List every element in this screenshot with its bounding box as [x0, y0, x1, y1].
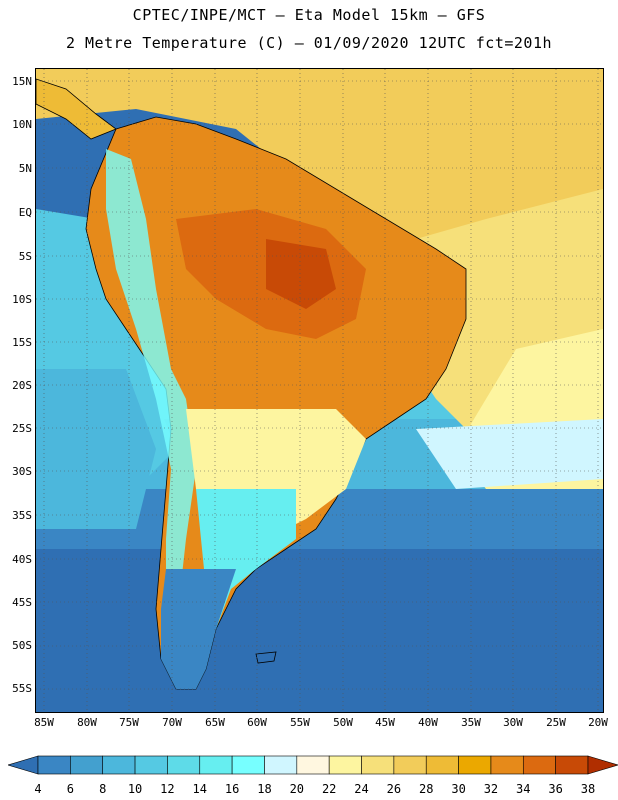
temperature-map — [35, 68, 604, 713]
lat-label: EQ — [18, 206, 32, 219]
lon-label: 85W — [34, 716, 54, 729]
amazon-core — [266, 239, 336, 309]
chart-title: CPTEC/INPE/MCT – Eta Model 15km – GFS — [132, 6, 486, 24]
lat-label: 15N — [12, 75, 32, 88]
lon-label: 50W — [333, 716, 353, 729]
map-grid — [36, 69, 603, 712]
lat-label: 5N — [18, 162, 32, 175]
lat-label: 10N — [12, 118, 32, 131]
lon-label: 75W — [119, 716, 139, 729]
ocean-pacific-mid — [36, 369, 156, 529]
colorbar-label: 34 — [516, 782, 531, 796]
colorbar-label: 20 — [289, 782, 305, 796]
colorbar-label: 38 — [580, 782, 596, 796]
lon-label: 30W — [503, 716, 523, 729]
colorbar-cell — [522, 755, 556, 775]
colorbar-cell — [231, 755, 265, 775]
lon-label: 55W — [290, 716, 310, 729]
colorbar-label: 16 — [224, 782, 240, 796]
lat-label: 45S — [12, 596, 32, 609]
falkland-islands — [255, 651, 277, 664]
colorbar-cell — [296, 755, 330, 775]
colorbar-label: 18 — [257, 782, 272, 796]
colorbar-label: 32 — [483, 782, 499, 796]
colorbar-cell — [199, 755, 233, 775]
colorbar-label: 36 — [548, 782, 563, 796]
lat-label: 35S — [12, 509, 32, 522]
lat-label: 40S — [12, 553, 32, 566]
lat-label: 25S — [12, 422, 32, 435]
colorbar-cell — [134, 755, 168, 775]
lat-label: 55S — [12, 682, 32, 695]
ocean-warm-north — [36, 69, 603, 239]
colorbar-cell — [425, 755, 459, 775]
lat-label: 10S — [12, 293, 32, 306]
andes-cool-strip — [106, 149, 196, 629]
lon-label: 70W — [162, 716, 182, 729]
colorbar — [8, 755, 618, 775]
colorbar-end-high — [587, 755, 618, 775]
patagonia-cold — [161, 569, 236, 689]
colorbar-label: 8 — [99, 782, 107, 796]
colorbar-label: 26 — [386, 782, 402, 796]
lon-label: 40W — [418, 716, 438, 729]
lon-label: 60W — [247, 716, 267, 729]
colorbar-label: 28 — [419, 782, 434, 796]
colorbar-label: 4 — [34, 782, 42, 796]
colorbar-label: 30 — [451, 782, 466, 796]
colorbar-label: 24 — [354, 782, 369, 796]
ocean-pale-band — [416, 419, 603, 489]
chart-subtitle: 2 Metre Temperature (C) – 01/09/2020 12U… — [65, 34, 553, 52]
colorbar-cell — [361, 755, 395, 775]
colorbar-cell — [393, 755, 427, 775]
lat-label: 5S — [18, 250, 32, 263]
colorbar-label: 6 — [66, 782, 74, 796]
colorbar-label: 12 — [160, 782, 175, 796]
lat-label: 30S — [12, 465, 32, 478]
colorbar-cell — [328, 755, 362, 775]
colorbar-cell — [490, 755, 524, 775]
lat-label: 20S — [12, 379, 32, 392]
colorbar-cell — [555, 755, 589, 775]
colorbar-cell — [70, 755, 104, 775]
colorbar-cell — [458, 755, 492, 775]
colorbar-cell — [37, 755, 71, 775]
lon-label: 80W — [77, 716, 97, 729]
colorbar-label: 14 — [192, 782, 207, 796]
lat-label: 15S — [12, 336, 32, 349]
colorbar-label: 22 — [321, 782, 337, 796]
lat-label: 50S — [12, 639, 32, 652]
lon-label: 25W — [546, 716, 566, 729]
ocean-band-cold — [36, 529, 603, 712]
colorbar-cell — [264, 755, 298, 775]
colorbar-label: 10 — [127, 782, 143, 796]
lon-label: 35W — [461, 716, 481, 729]
lon-label: 65W — [205, 716, 225, 729]
colorbar-cell — [102, 755, 136, 775]
lon-label: 45W — [375, 716, 395, 729]
colorbar-end-low — [8, 755, 39, 775]
lon-label: 20W — [588, 716, 608, 729]
colorbar-cell — [167, 755, 201, 775]
